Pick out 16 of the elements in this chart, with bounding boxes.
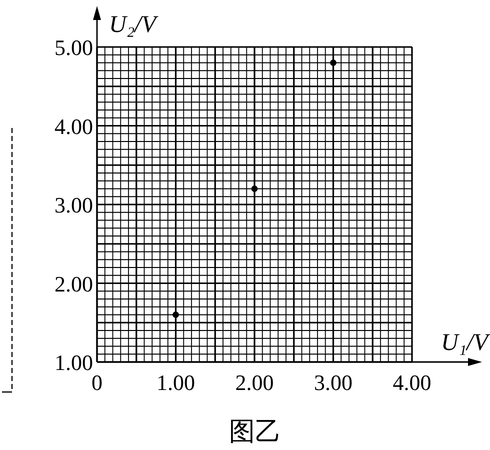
x-tick-label: 4.00 [392,370,432,395]
y-tick-label: 5.00 [54,35,93,60]
x-tick-label: 1.00 [156,370,195,395]
y-tick-label: 1.00 [54,350,93,375]
point [330,60,336,66]
y-axis-title: U₂/V [109,12,158,38]
y-tick-label: 4.00 [54,114,93,139]
y-tick-label: 3.00 [54,192,93,218]
x-axis-title: U₁/V [440,330,490,356]
point [251,186,258,192]
y-tick-label: 2.00 [54,271,93,296]
text: 图乙 [229,417,281,447]
x-tick-label: 0 [92,370,102,395]
x-tick-label: 2.00 [235,370,274,395]
point [172,312,179,318]
x-tick-label: 3.00 [314,370,352,395]
